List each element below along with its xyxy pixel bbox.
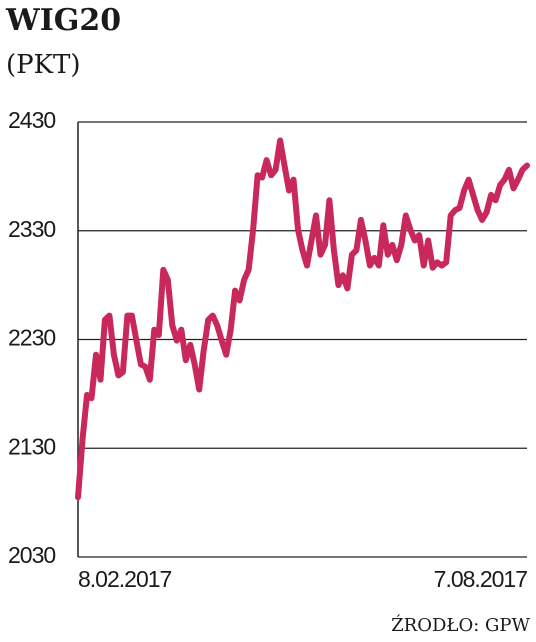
y-tick-label: 2230 <box>8 325 55 351</box>
x-tick-label: 8.02.2017 <box>78 566 172 592</box>
x-tick-label: 7.08.2017 <box>434 566 528 592</box>
y-tick-label: 2130 <box>8 433 55 459</box>
y-tick-label: 2030 <box>8 542 55 568</box>
y-tick-label: 2330 <box>8 216 55 242</box>
chart-subtitle: (PKT) <box>6 50 81 80</box>
line-series <box>75 137 530 501</box>
source: ŹRODŁO: GPW <box>391 613 530 636</box>
y-tick-label: 2430 <box>8 107 55 133</box>
chart-title: WIG20 <box>5 3 121 38</box>
